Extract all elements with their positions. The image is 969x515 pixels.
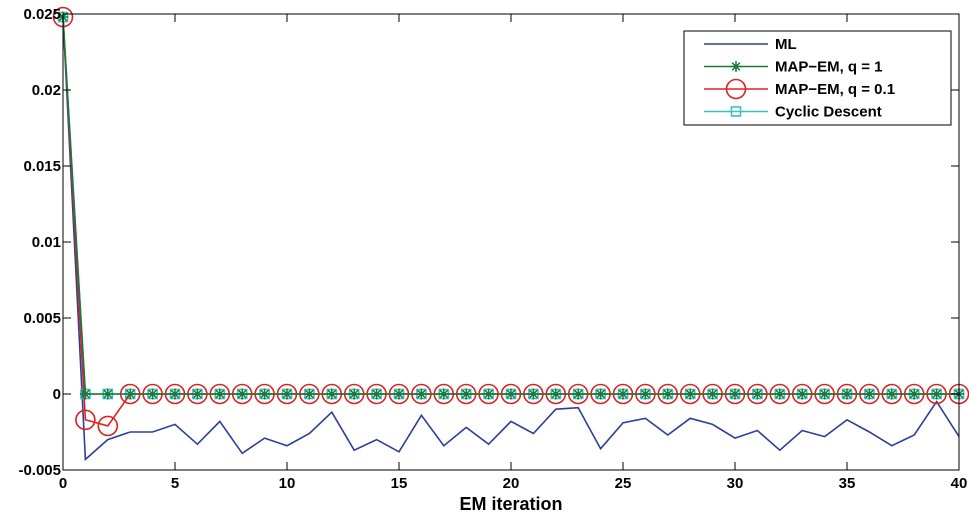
series-line bbox=[62, 16, 960, 462]
legend-label: MAP−EM, q = 0.1 bbox=[775, 81, 895, 98]
data-point bbox=[863, 388, 875, 400]
series-1 bbox=[57, 11, 965, 400]
data-point bbox=[617, 388, 629, 400]
legend-entry: ML bbox=[704, 36, 797, 53]
legend-entry: MAP−EM, q = 1 bbox=[704, 59, 883, 76]
data-point bbox=[550, 388, 562, 400]
legend-entry: Cyclic Descent bbox=[704, 104, 882, 121]
legend-box bbox=[683, 30, 952, 126]
data-point bbox=[707, 388, 719, 400]
data-point bbox=[393, 388, 405, 400]
x-tick-label: 20 bbox=[503, 475, 520, 492]
data-point bbox=[415, 388, 427, 400]
data-point bbox=[886, 388, 898, 400]
data-point bbox=[169, 388, 181, 400]
data-point bbox=[751, 388, 763, 400]
data-point bbox=[931, 388, 943, 400]
y-tick-label: 0.02 bbox=[32, 82, 61, 99]
data-point bbox=[572, 388, 584, 400]
legend-marker bbox=[725, 78, 747, 100]
data-point bbox=[214, 388, 226, 400]
legend-marker bbox=[730, 61, 742, 72]
y-tick-label: 0 bbox=[53, 386, 61, 403]
data-point bbox=[595, 388, 607, 400]
y-tick-label: 0.01 bbox=[32, 234, 61, 251]
ticks-layer: 0 5 10 15 20 25 30 35 40-0.00500.0050.010.0150.0… bbox=[18, 6, 967, 492]
x-tick-label: 35 bbox=[839, 475, 856, 492]
legend-label: ML bbox=[775, 36, 797, 53]
data-point bbox=[819, 388, 831, 400]
data-point bbox=[124, 388, 136, 400]
x-axis-label: EM iteration bbox=[459, 494, 562, 514]
data-point bbox=[684, 388, 696, 400]
series-layer bbox=[52, 6, 969, 462]
x-tick-label: 5 bbox=[171, 475, 179, 492]
data-point bbox=[303, 388, 315, 400]
data-point bbox=[662, 388, 674, 400]
data-point bbox=[908, 388, 920, 400]
x-tick-label: 25 bbox=[615, 475, 632, 492]
data-point bbox=[527, 388, 539, 400]
data-point bbox=[796, 388, 808, 400]
data-point bbox=[326, 388, 338, 400]
data-point bbox=[371, 388, 383, 400]
series-0 bbox=[62, 16, 960, 462]
x-tick-label: 0 bbox=[59, 475, 67, 492]
data-point bbox=[281, 388, 293, 400]
data-point bbox=[191, 388, 203, 400]
data-point bbox=[505, 388, 517, 400]
data-point bbox=[774, 388, 786, 400]
legend-label: MAP−EM, q = 1 bbox=[775, 59, 883, 76]
x-tick-label: 40 bbox=[951, 475, 968, 492]
x-tick-label: 15 bbox=[391, 475, 408, 492]
data-point bbox=[236, 388, 248, 400]
data-point bbox=[75, 409, 96, 431]
data-point bbox=[841, 388, 853, 400]
data-point bbox=[259, 388, 271, 400]
data-point bbox=[348, 388, 360, 400]
y-tick-label: 0.005 bbox=[23, 310, 61, 327]
legend-entry: MAP−EM, q = 0.1 bbox=[704, 78, 895, 100]
data-point bbox=[639, 388, 651, 400]
legend: ML MAP−EM, q = 1 MAP−EM, q = 0.1 Cyclic Des… bbox=[683, 30, 952, 126]
y-tick-label: 0.025 bbox=[23, 6, 61, 23]
x-tick-label: 10 bbox=[279, 475, 296, 492]
x-tick-label: 30 bbox=[727, 475, 744, 492]
legend-marker bbox=[730, 106, 742, 117]
y-tick-label: 0.015 bbox=[23, 158, 61, 175]
data-point bbox=[729, 388, 741, 400]
data-point bbox=[147, 388, 159, 400]
legend-label: Cyclic Descent bbox=[775, 104, 882, 121]
data-point bbox=[460, 388, 472, 400]
data-point bbox=[79, 388, 91, 400]
y-tick-label: -0.005 bbox=[18, 462, 61, 479]
data-point bbox=[483, 388, 495, 400]
data-point bbox=[438, 388, 450, 400]
data-point bbox=[102, 388, 114, 400]
data-point bbox=[97, 415, 119, 437]
